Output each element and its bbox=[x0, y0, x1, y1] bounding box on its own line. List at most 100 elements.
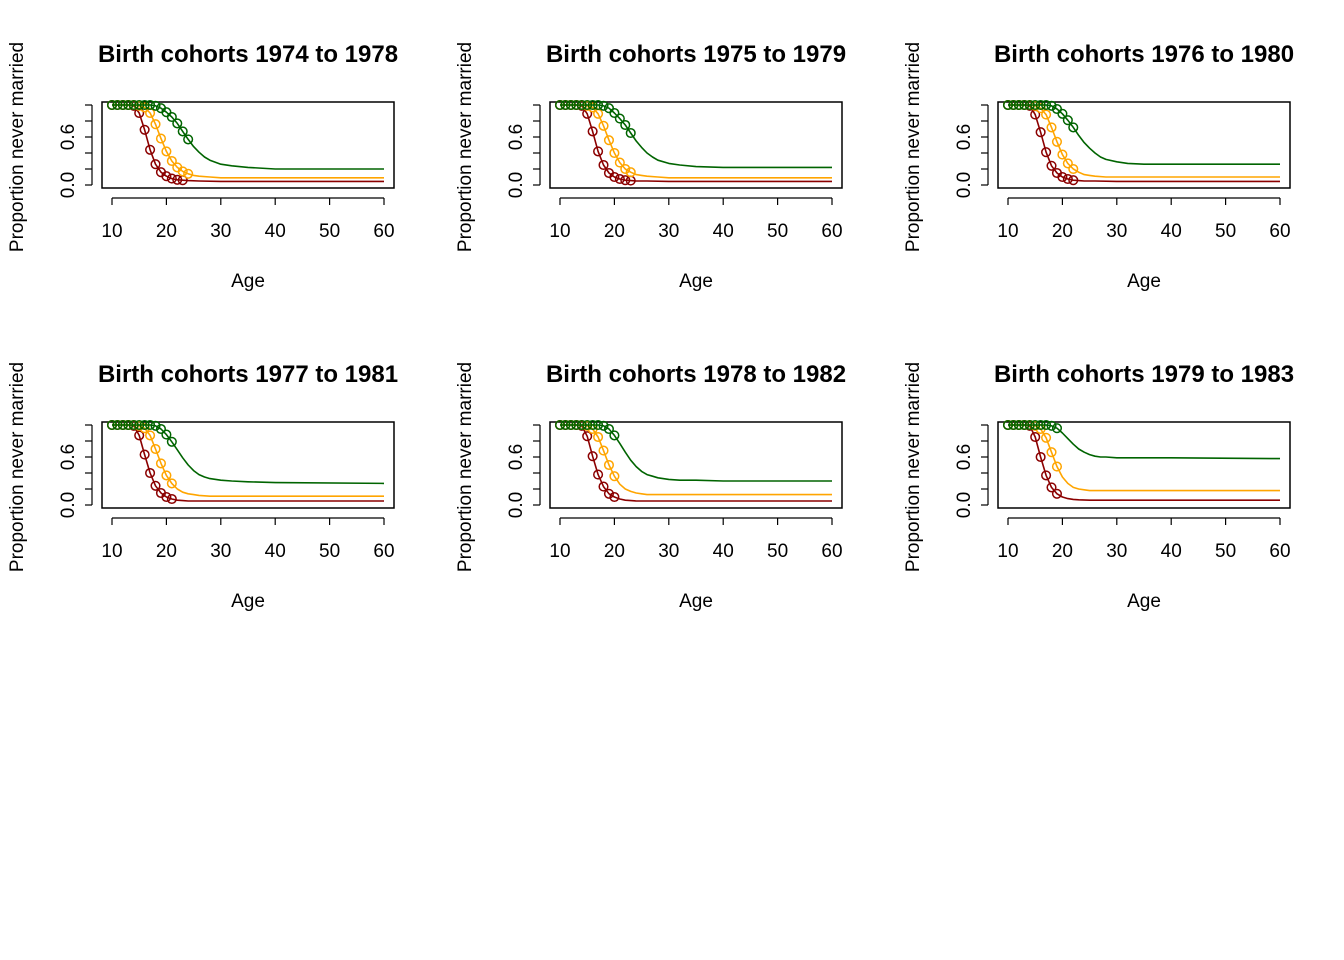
x-tick-label: 50 bbox=[1215, 221, 1236, 242]
series-point bbox=[587, 419, 598, 431]
x-tick-label: 60 bbox=[373, 541, 394, 562]
y-tick-label: 0.6 bbox=[58, 444, 79, 470]
series-point bbox=[560, 419, 571, 431]
series-point bbox=[1062, 173, 1073, 185]
series-point bbox=[1041, 432, 1052, 443]
series-point bbox=[134, 430, 145, 441]
series-point bbox=[620, 175, 631, 186]
x-tick-label: 40 bbox=[713, 221, 734, 242]
y-axis-label: Proportion never married bbox=[7, 42, 28, 252]
chart-panel: Birth cohorts 1979 to 1983 10 20 30 40 50 60 0.… bbox=[903, 361, 1294, 612]
chart-panel: Birth cohorts 1978 to 1982 10 20 30 40 50 60 0.… bbox=[455, 361, 846, 612]
series-point bbox=[1024, 419, 1035, 431]
series-point bbox=[609, 147, 620, 159]
x-tick-label: 10 bbox=[997, 221, 1018, 242]
series-point bbox=[1051, 423, 1063, 434]
series-point bbox=[593, 146, 604, 157]
series-point bbox=[1051, 488, 1063, 499]
series-point bbox=[1057, 108, 1068, 119]
series-point bbox=[112, 419, 123, 431]
x-tick-label: 60 bbox=[1269, 541, 1290, 562]
x-tick-label: 10 bbox=[101, 541, 122, 562]
series-point bbox=[139, 449, 150, 460]
series-point bbox=[1062, 115, 1073, 126]
series-point bbox=[565, 419, 576, 431]
chart-title: Birth cohorts 1974 to 1978 bbox=[98, 41, 398, 68]
series-point bbox=[155, 423, 167, 435]
series-point bbox=[587, 126, 598, 137]
series-point bbox=[625, 167, 636, 178]
series-point bbox=[582, 419, 593, 431]
series-point bbox=[598, 481, 609, 492]
series-point bbox=[576, 419, 587, 431]
series-point bbox=[1002, 419, 1014, 431]
series-point bbox=[625, 127, 636, 139]
y-tick-label: 0.6 bbox=[58, 124, 79, 150]
plot-box bbox=[549, 101, 843, 189]
chart-panel: Birth cohorts 1977 to 1981 10 20 30 40 50 60 0.… bbox=[7, 361, 398, 612]
series-line bbox=[112, 424, 385, 485]
series-point bbox=[1051, 461, 1063, 472]
series-point bbox=[1046, 447, 1057, 458]
chart-title: Birth cohorts 1977 to 1981 bbox=[98, 361, 398, 388]
series-point bbox=[1008, 99, 1019, 111]
series-point bbox=[571, 419, 582, 431]
chart-title: Birth cohorts 1979 to 1983 bbox=[994, 361, 1294, 388]
plot-box bbox=[101, 101, 395, 189]
series-point bbox=[106, 419, 118, 431]
series-point bbox=[1035, 127, 1046, 138]
series-point bbox=[161, 146, 172, 157]
x-tick-label: 20 bbox=[156, 221, 177, 242]
series-point bbox=[614, 173, 625, 185]
y-axis-label: Proportion never married bbox=[903, 362, 924, 572]
plot-box bbox=[101, 421, 395, 509]
series-point bbox=[145, 144, 156, 155]
x-tick-label: 40 bbox=[713, 541, 734, 562]
chart-panel: Birth cohorts 1976 to 1980 10 20 30 40 50 60 0.… bbox=[903, 41, 1294, 292]
series-point bbox=[603, 423, 615, 435]
series-point bbox=[1046, 100, 1057, 111]
series-point bbox=[1035, 103, 1046, 114]
series-point bbox=[1013, 99, 1024, 111]
series-point bbox=[1062, 158, 1073, 169]
x-tick-label: 50 bbox=[319, 221, 340, 242]
chart-panel: Birth cohorts 1974 to 1978 10 20 30 40 50 60 0.… bbox=[7, 41, 398, 292]
x-tick-label: 60 bbox=[821, 541, 842, 562]
x-axis-label: Age bbox=[231, 591, 265, 612]
series-point bbox=[183, 168, 194, 179]
series-point bbox=[609, 430, 620, 441]
x-tick-label: 60 bbox=[373, 221, 394, 242]
series-point bbox=[161, 491, 172, 503]
x-tick-label: 50 bbox=[319, 541, 340, 562]
series-point bbox=[609, 491, 620, 503]
series-point bbox=[593, 431, 604, 443]
series-point bbox=[155, 133, 167, 144]
series-point bbox=[166, 173, 177, 184]
series-point bbox=[1030, 419, 1041, 431]
x-axis-label: Age bbox=[679, 271, 713, 292]
series-point bbox=[1030, 99, 1041, 111]
series-point bbox=[1068, 122, 1079, 133]
series-point bbox=[134, 99, 145, 111]
series-line bbox=[560, 104, 832, 183]
series-point bbox=[1046, 482, 1057, 493]
series-point bbox=[161, 429, 172, 440]
series-line bbox=[112, 424, 384, 497]
series-line bbox=[560, 104, 832, 169]
chart-panel: Birth cohorts 1975 to 1979 10 20 30 40 50 60 0.… bbox=[455, 41, 846, 292]
series-point bbox=[1068, 175, 1079, 186]
series-line bbox=[560, 424, 832, 482]
series-point bbox=[166, 155, 177, 167]
series-point bbox=[145, 467, 156, 479]
series-point bbox=[609, 471, 620, 482]
series-point bbox=[598, 159, 609, 171]
series-point bbox=[1019, 99, 1030, 111]
series-point bbox=[150, 443, 161, 455]
series-point bbox=[1035, 419, 1046, 431]
series-point bbox=[1041, 147, 1052, 158]
series-point bbox=[603, 459, 615, 471]
series-point bbox=[593, 99, 604, 111]
x-tick-label: 40 bbox=[1161, 221, 1182, 242]
series-line bbox=[560, 424, 832, 496]
